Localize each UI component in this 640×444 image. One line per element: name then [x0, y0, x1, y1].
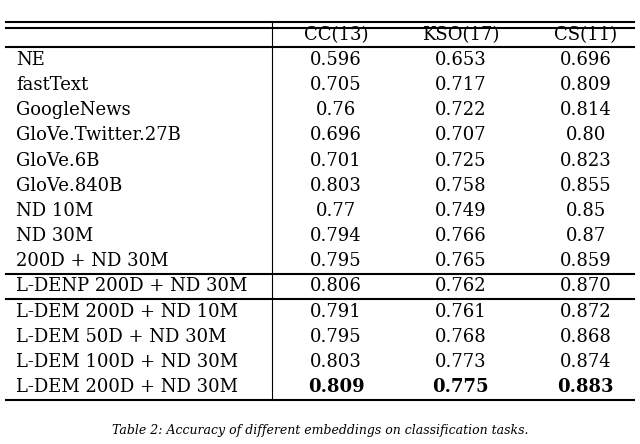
Text: 0.717: 0.717	[435, 76, 486, 94]
Text: L-DEM 200D + ND 10M: L-DEM 200D + ND 10M	[16, 302, 238, 321]
Text: 0.868: 0.868	[559, 328, 612, 346]
Text: 0.725: 0.725	[435, 151, 486, 170]
Text: 0.803: 0.803	[310, 177, 362, 195]
Text: 0.80: 0.80	[565, 127, 606, 144]
Text: 0.874: 0.874	[560, 353, 611, 371]
Text: 0.761: 0.761	[435, 302, 486, 321]
Text: 0.823: 0.823	[560, 151, 611, 170]
Text: GloVe.840B: GloVe.840B	[16, 177, 122, 195]
Text: 200D + ND 30M: 200D + ND 30M	[16, 252, 168, 270]
Text: 0.794: 0.794	[310, 227, 362, 245]
Text: fastText: fastText	[16, 76, 88, 94]
Text: 0.696: 0.696	[559, 51, 612, 69]
Text: 0.705: 0.705	[310, 76, 362, 94]
Text: GoogleNews: GoogleNews	[16, 101, 131, 119]
Text: 0.758: 0.758	[435, 177, 486, 195]
Text: 0.803: 0.803	[310, 353, 362, 371]
Text: L-DENP 200D + ND 30M: L-DENP 200D + ND 30M	[16, 278, 248, 295]
Text: 0.859: 0.859	[560, 252, 611, 270]
Text: 0.883: 0.883	[557, 378, 614, 396]
Text: 0.707: 0.707	[435, 127, 486, 144]
Text: 0.87: 0.87	[566, 227, 605, 245]
Text: 0.809: 0.809	[308, 378, 364, 396]
Text: 0.791: 0.791	[310, 302, 362, 321]
Text: 0.795: 0.795	[310, 252, 362, 270]
Text: 0.85: 0.85	[566, 202, 605, 220]
Text: 0.696: 0.696	[310, 127, 362, 144]
Text: ND 30M: ND 30M	[16, 227, 93, 245]
Text: GloVe.6B: GloVe.6B	[16, 151, 99, 170]
Text: Table 2: Accuracy of different embeddings on classification tasks.: Table 2: Accuracy of different embedding…	[112, 424, 528, 437]
Text: GloVe.Twitter.27B: GloVe.Twitter.27B	[16, 127, 181, 144]
Text: 0.855: 0.855	[560, 177, 611, 195]
Text: 0.596: 0.596	[310, 51, 362, 69]
Text: 0.722: 0.722	[435, 101, 486, 119]
Text: NE: NE	[16, 51, 45, 69]
Text: 0.653: 0.653	[435, 51, 486, 69]
Text: KSO(17): KSO(17)	[422, 26, 499, 44]
Text: CC(13): CC(13)	[304, 26, 368, 44]
Text: L-DEM 100D + ND 30M: L-DEM 100D + ND 30M	[16, 353, 238, 371]
Text: 0.773: 0.773	[435, 353, 486, 371]
Text: CS(11): CS(11)	[554, 26, 617, 44]
Text: 0.809: 0.809	[559, 76, 612, 94]
Text: 0.814: 0.814	[560, 101, 611, 119]
Text: L-DEM 200D + ND 30M: L-DEM 200D + ND 30M	[16, 378, 238, 396]
Text: 0.795: 0.795	[310, 328, 362, 346]
Text: ND 10M: ND 10M	[16, 202, 93, 220]
Text: 0.749: 0.749	[435, 202, 486, 220]
Text: 0.765: 0.765	[435, 252, 486, 270]
Text: 0.76: 0.76	[316, 101, 356, 119]
Text: 0.77: 0.77	[316, 202, 356, 220]
Text: 0.870: 0.870	[560, 278, 611, 295]
Text: 0.762: 0.762	[435, 278, 486, 295]
Text: 0.766: 0.766	[435, 227, 486, 245]
Text: 0.775: 0.775	[433, 378, 489, 396]
Text: 0.768: 0.768	[435, 328, 486, 346]
Text: L-DEM 50D + ND 30M: L-DEM 50D + ND 30M	[16, 328, 227, 346]
Text: 0.701: 0.701	[310, 151, 362, 170]
Text: 0.872: 0.872	[560, 302, 611, 321]
Text: 0.806: 0.806	[310, 278, 362, 295]
